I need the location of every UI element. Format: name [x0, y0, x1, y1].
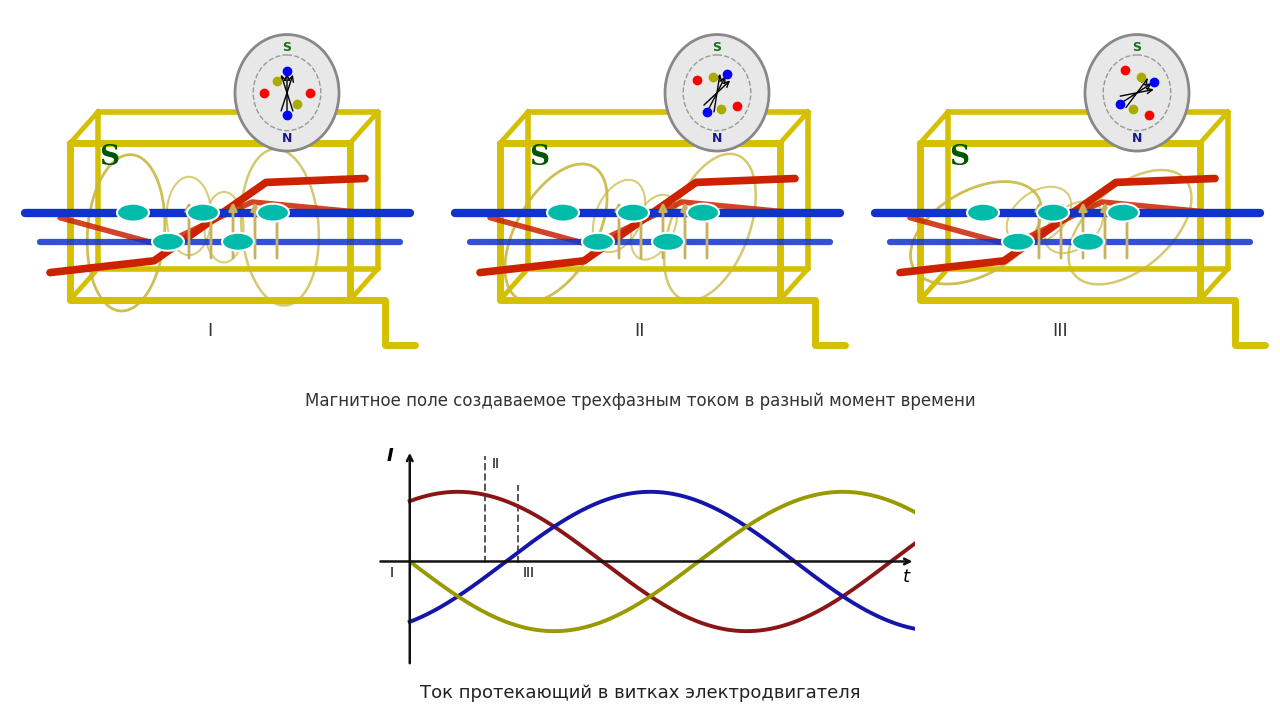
Ellipse shape [687, 204, 719, 222]
Text: S: S [713, 41, 722, 54]
Text: Ток протекающий в витках электродвигателя: Ток протекающий в витках электродвигател… [420, 684, 860, 701]
Ellipse shape [547, 204, 579, 222]
Ellipse shape [617, 204, 649, 222]
Text: S: S [283, 41, 292, 54]
Text: I: I [207, 323, 212, 341]
Text: I: I [387, 446, 393, 464]
Circle shape [666, 35, 769, 151]
Text: I: I [389, 566, 393, 580]
Ellipse shape [116, 204, 148, 222]
Text: S: S [529, 144, 549, 171]
Text: t: t [902, 568, 910, 586]
Ellipse shape [257, 204, 289, 222]
Ellipse shape [187, 204, 219, 222]
Text: S: S [950, 144, 969, 171]
Ellipse shape [152, 233, 184, 251]
Text: III: III [1052, 323, 1068, 341]
Ellipse shape [582, 233, 614, 251]
Ellipse shape [221, 233, 253, 251]
Circle shape [236, 35, 339, 151]
Text: N: N [1132, 132, 1142, 145]
Ellipse shape [1107, 204, 1139, 222]
Text: II: II [635, 323, 645, 341]
Ellipse shape [652, 233, 684, 251]
Ellipse shape [966, 204, 998, 222]
Text: II: II [492, 457, 499, 471]
Ellipse shape [1037, 204, 1069, 222]
Ellipse shape [1002, 233, 1034, 251]
Text: S: S [1133, 41, 1142, 54]
Text: N: N [712, 132, 722, 145]
Text: S: S [100, 144, 119, 171]
Text: N: N [282, 132, 292, 145]
Text: III: III [522, 566, 535, 580]
Circle shape [1085, 35, 1189, 151]
Ellipse shape [1073, 233, 1103, 251]
Text: Магнитное поле создаваемое трехфазным током в разный момент времени: Магнитное поле создаваемое трехфазным то… [305, 392, 975, 410]
